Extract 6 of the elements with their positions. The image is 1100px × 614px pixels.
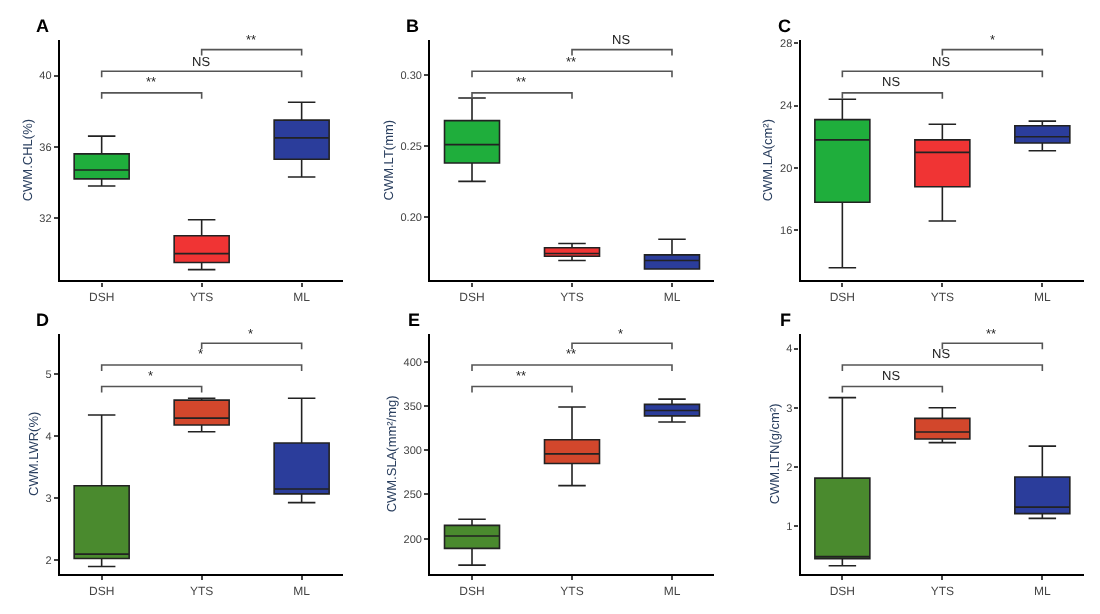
chart-title: F (780, 310, 792, 330)
chart-title: E (408, 310, 421, 330)
chart-title: B (406, 16, 420, 36)
chart-title: C (778, 16, 792, 36)
chart-title: D (36, 310, 50, 330)
chart-title: A (36, 16, 50, 36)
